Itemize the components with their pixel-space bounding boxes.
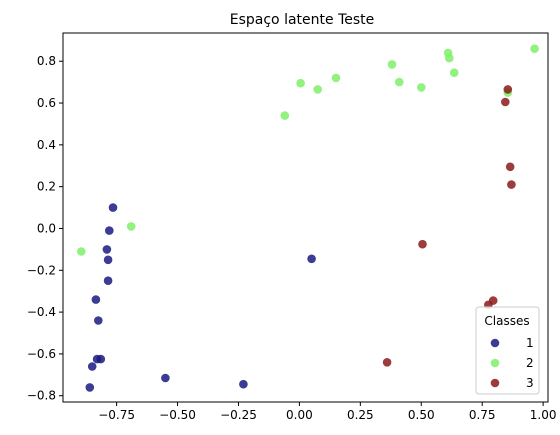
point-class-1 [94, 316, 103, 325]
x-tick-label: 0.75 [469, 408, 496, 422]
point-class-1 [307, 254, 316, 264]
point-class-1 [239, 379, 248, 389]
x-tick-label: 1.00 [530, 408, 557, 422]
point-class-3 [382, 358, 392, 367]
x-tick-label: −0.50 [159, 408, 196, 422]
point-class-1 [103, 255, 113, 265]
point-class-2 [395, 77, 404, 87]
x-axis: −0.75 −0.50 −0.25 0.00 0.25 0.50 0.75 1.00 [98, 402, 556, 422]
point-class-1 [96, 354, 106, 364]
y-tick-label: −0.8 [27, 389, 56, 403]
point-class-2 [77, 247, 86, 256]
legend-marker-class-1 [490, 338, 500, 348]
x-tick-label: 0.50 [408, 408, 435, 422]
point-class-2 [449, 68, 459, 77]
legend-label-class-1: 1 [526, 336, 534, 350]
point-class-1 [85, 383, 95, 392]
point-class-2 [331, 73, 341, 83]
y-tick-label: −0.4 [27, 305, 56, 319]
plot-frame [62, 32, 549, 403]
point-class-3 [507, 180, 516, 189]
point-class-3 [488, 296, 498, 305]
x-tick-label: 0.25 [347, 408, 374, 422]
y-tick-label: 0.2 [37, 180, 56, 194]
point-class-3 [503, 85, 513, 94]
legend-label-class-2: 2 [526, 356, 534, 370]
point-class-3 [418, 239, 427, 249]
chart-title: Espaço latente Teste [230, 12, 375, 28]
y-tick-label: 0.8 [37, 54, 56, 68]
point-class-1 [161, 373, 170, 383]
legend-title: Classes [484, 314, 529, 328]
point-class-3 [501, 97, 510, 107]
point-class-1 [87, 362, 97, 371]
legend: Classes 1 2 3 [475, 306, 540, 395]
point-class-2 [313, 85, 323, 94]
point-class-2 [280, 111, 290, 120]
y-tick-label: 0.6 [37, 96, 56, 110]
y-axis: −0.8 −0.6 −0.4 −0.2 0.0 0.2 0.4 0.6 0.8 [27, 54, 63, 403]
point-class-2 [445, 53, 454, 63]
x-tick-label: −0.75 [98, 408, 135, 422]
y-tick-label: 0.4 [37, 138, 56, 152]
legend-box [475, 306, 540, 395]
point-class-2 [417, 83, 426, 92]
point-class-2 [296, 78, 305, 88]
point-class-1 [102, 245, 112, 254]
point-class-2 [530, 44, 539, 53]
legend-label-class-3: 3 [526, 376, 534, 390]
y-tick-label: −0.6 [27, 347, 56, 361]
x-tick-label: 0.00 [286, 408, 313, 422]
x-tick-label: −0.25 [220, 408, 257, 422]
legend-marker-class-3 [490, 378, 500, 388]
point-class-3 [505, 162, 515, 172]
point-class-1 [91, 295, 101, 304]
point-class-2 [387, 60, 397, 69]
point-class-1 [103, 276, 113, 286]
y-tick-label: −0.2 [27, 263, 56, 277]
point-class-2 [126, 222, 136, 231]
points-layer [77, 44, 539, 392]
point-class-1 [105, 226, 114, 235]
legend-entries: 1 2 3 [490, 336, 534, 390]
y-tick-label: 0.0 [37, 221, 56, 235]
point-class-1 [108, 203, 118, 212]
legend-marker-class-2 [490, 358, 500, 368]
